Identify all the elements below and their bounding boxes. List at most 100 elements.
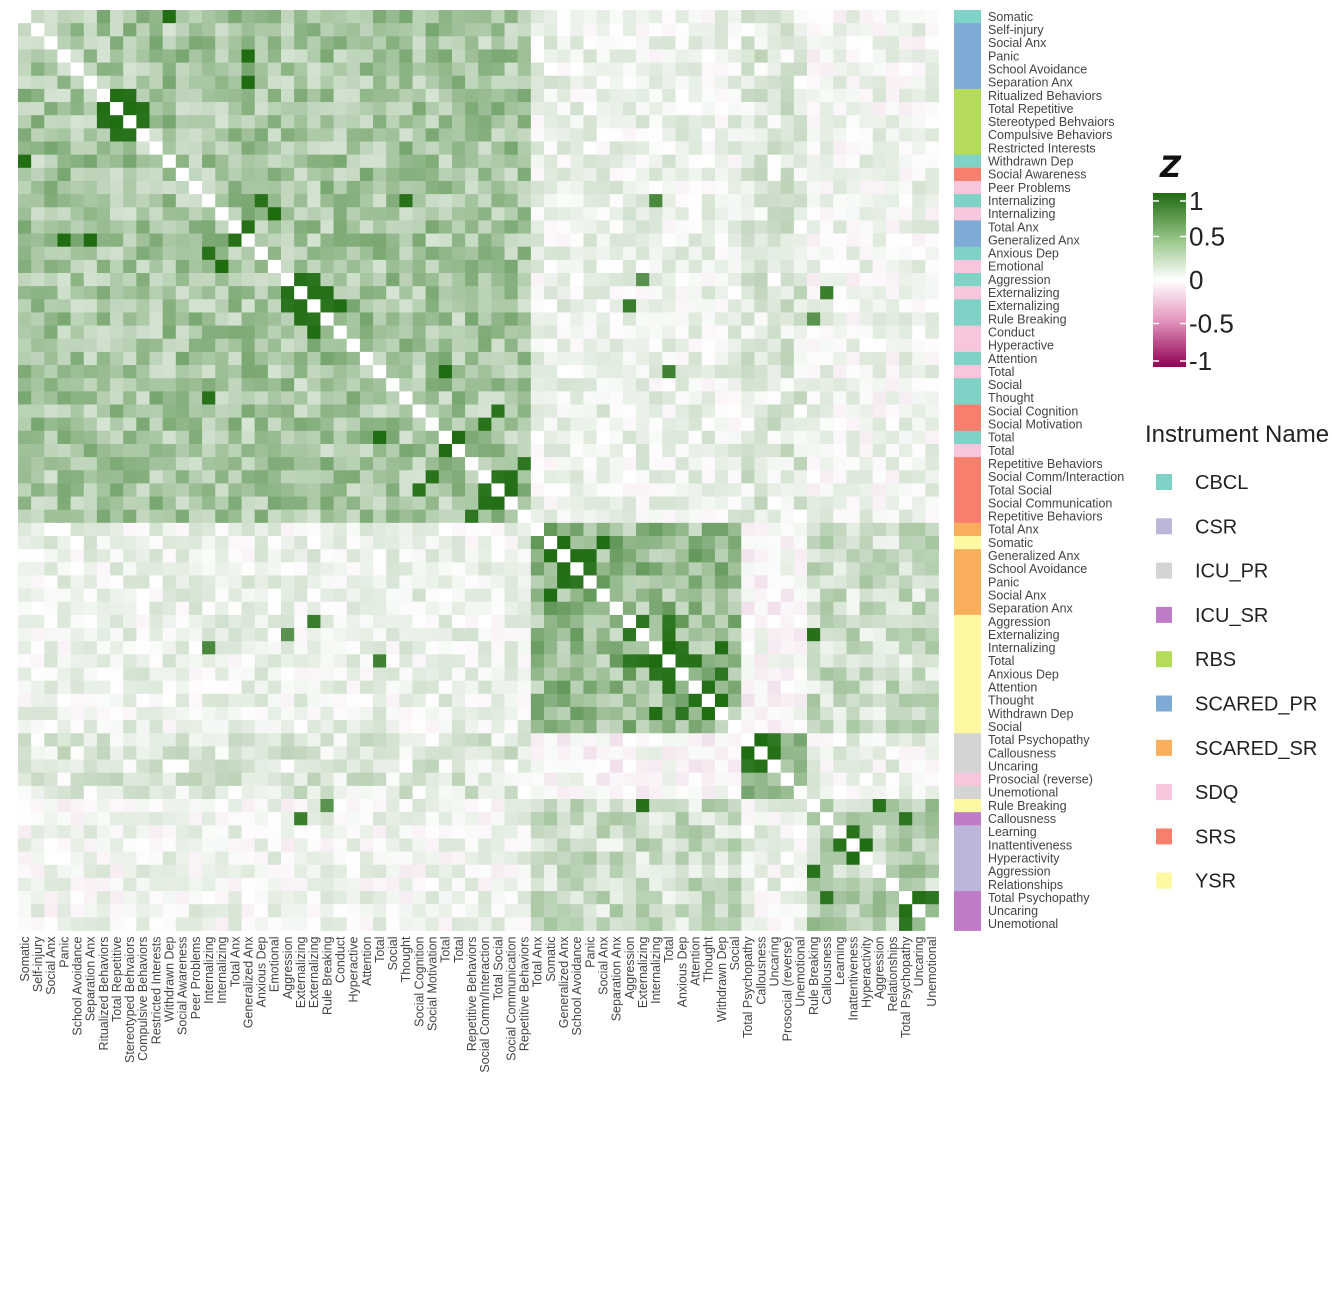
heatmap-cell <box>346 141 361 156</box>
heatmap-cell <box>254 904 269 918</box>
heatmap-cell <box>359 746 374 760</box>
heatmap-cell <box>44 338 58 353</box>
heatmap-cell <box>18 23 32 37</box>
heatmap-cell <box>728 680 742 695</box>
heatmap-cell <box>570 154 584 169</box>
heatmap-cell <box>254 799 269 813</box>
heatmap-cell <box>162 378 177 392</box>
heatmap-cell <box>254 23 269 37</box>
heatmap-cell <box>70 23 85 37</box>
heatmap-cell <box>741 115 755 129</box>
heatmap-cell <box>399 246 413 261</box>
heatmap-cell <box>425 404 440 419</box>
heatmap-cell <box>846 49 860 63</box>
heatmap-cell <box>846 720 860 734</box>
heatmap-cell <box>925 62 939 77</box>
heatmap-cell <box>188 772 203 787</box>
heatmap-cell <box>872 259 887 274</box>
heatmap-cell <box>320 799 334 813</box>
heatmap-cell <box>83 246 98 261</box>
heatmap-cell <box>583 75 597 90</box>
heatmap-cell <box>70 549 85 563</box>
heatmap-cell <box>662 851 676 866</box>
heatmap-cell <box>175 417 190 432</box>
heatmap-cell <box>885 457 900 471</box>
heatmap-cell <box>188 549 203 563</box>
heatmap-cell <box>202 733 216 747</box>
heatmap-cell <box>70 154 85 169</box>
heatmap-cell <box>780 917 795 931</box>
heatmap-cell <box>412 102 427 116</box>
instrument-bar-segment <box>954 23 981 37</box>
heatmap-cell <box>44 180 58 195</box>
heatmap-cell <box>899 825 913 839</box>
heatmap-cell <box>859 141 874 156</box>
heatmap-cell <box>544 536 558 550</box>
instrument-bar-segment <box>954 36 981 50</box>
heatmap-cell <box>517 338 532 353</box>
heatmap-cell <box>267 88 282 103</box>
heatmap-cell <box>359 115 374 129</box>
heatmap-cell <box>754 917 768 931</box>
heatmap-cell <box>123 207 137 221</box>
heatmap-cell <box>57 88 71 103</box>
heatmap-cell <box>70 588 85 603</box>
heatmap-cell <box>504 404 519 419</box>
heatmap-cell <box>754 667 768 682</box>
heatmap-cell <box>123 62 137 77</box>
heatmap-cell <box>373 733 387 747</box>
heatmap-cell <box>228 891 242 905</box>
heatmap-cell <box>517 102 532 116</box>
heatmap-cell <box>504 562 519 576</box>
heatmap-cell <box>530 457 545 471</box>
heatmap-cell <box>346 799 361 813</box>
heatmap-cell <box>728 417 742 432</box>
heatmap-cell <box>149 430 164 445</box>
heatmap-cell <box>557 693 571 708</box>
heatmap-cell <box>807 904 821 918</box>
heatmap-cell <box>136 522 150 537</box>
heatmap-cell <box>267 785 282 800</box>
heatmap-cell <box>399 10 413 24</box>
heatmap-cell <box>162 812 177 826</box>
instrument-bar-segment <box>954 549 981 563</box>
heatmap-cell <box>281 654 295 668</box>
heatmap-cell <box>346 88 361 103</box>
heatmap-cell <box>149 154 164 169</box>
instrument-bar-segment <box>954 430 981 445</box>
heatmap-cell <box>728 404 742 419</box>
heatmap-cell <box>491 259 505 274</box>
heatmap-cell <box>333 378 348 392</box>
heatmap-cell <box>570 49 584 63</box>
heatmap-cell <box>254 496 269 511</box>
heatmap-cell <box>609 667 624 682</box>
heatmap-cell <box>807 864 821 879</box>
heatmap-cell <box>833 746 847 760</box>
heatmap-cell <box>149 378 164 392</box>
heatmap-cell <box>136 680 150 695</box>
heatmap-cell <box>149 759 164 774</box>
heatmap-cell <box>491 141 505 156</box>
heatmap-cell <box>123 667 137 682</box>
heatmap-cell <box>701 496 716 511</box>
heatmap-cell <box>451 614 466 629</box>
heatmap-cell <box>202 365 216 379</box>
heatmap-cell <box>412 49 427 63</box>
heatmap-cell <box>202 470 216 484</box>
heatmap-cell <box>70 904 85 918</box>
heatmap-cell <box>912 746 926 760</box>
heatmap-cell <box>714 693 729 708</box>
heatmap-cell <box>373 759 387 774</box>
heatmap-cell <box>622 36 637 50</box>
heatmap-cell <box>688 273 703 287</box>
heatmap-cell <box>609 483 624 497</box>
heatmap-cell <box>636 522 650 537</box>
heatmap-cell <box>188 667 203 682</box>
heatmap-cell <box>44 378 58 392</box>
heatmap-cell <box>333 588 348 603</box>
heatmap-cell <box>793 312 808 326</box>
heatmap-cell <box>609 496 624 511</box>
instrument-bar-segment <box>954 575 981 589</box>
heatmap-cell <box>899 522 913 537</box>
heatmap-cell <box>346 338 361 353</box>
